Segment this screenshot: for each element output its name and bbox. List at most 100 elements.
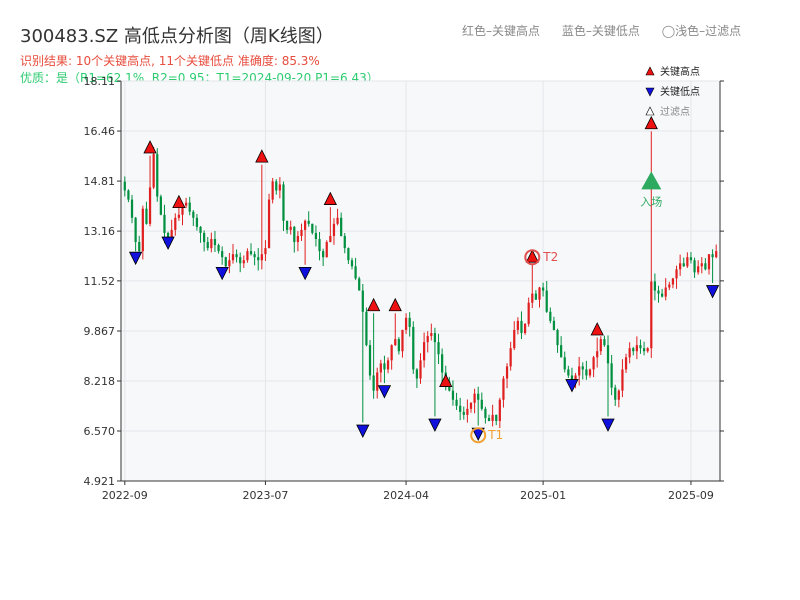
x-tick-label: 2025-01 <box>520 489 566 502</box>
recognition-result-text: 识别结果: 10个关键高点, 11个关键低点 准确度: 85.3% <box>20 54 320 68</box>
candle-body <box>224 257 227 267</box>
candle-body <box>184 202 188 206</box>
candle-body <box>314 232 318 240</box>
candle-body <box>534 293 538 300</box>
candle-body <box>596 351 599 358</box>
candle-body <box>541 287 545 291</box>
candle-body <box>386 360 390 370</box>
candle-body <box>253 254 256 258</box>
candle-body <box>679 263 682 270</box>
candle-body <box>516 320 519 330</box>
legend-low-label: 关键低点 <box>660 85 700 98</box>
candle-body <box>632 348 635 352</box>
y-tick-label: 4.921 <box>84 475 116 488</box>
candle-body <box>127 190 130 200</box>
y-tick-label: 14.81 <box>84 175 116 188</box>
candle-body <box>354 266 357 279</box>
candle-body <box>188 202 191 212</box>
candle-body <box>296 235 300 243</box>
candle-body <box>415 369 419 379</box>
candle-body <box>365 311 368 346</box>
legend-filtered-icon <box>645 106 655 116</box>
key-high-marker <box>323 191 337 205</box>
candle-body <box>675 269 678 279</box>
candle-body <box>477 393 480 400</box>
candle-body <box>322 251 325 258</box>
candle-body <box>174 217 177 230</box>
candle-body <box>394 339 397 346</box>
candle-body <box>592 357 595 370</box>
candle-body <box>257 257 260 261</box>
candle-body <box>693 260 696 273</box>
candle-body <box>210 239 213 249</box>
candle-body <box>567 369 570 376</box>
candle-body <box>242 260 245 264</box>
candle-body <box>148 187 152 224</box>
candle-body <box>664 287 667 297</box>
candle-body <box>700 263 703 267</box>
candle-body <box>585 369 588 376</box>
y-tick-label: 6.570 <box>84 425 116 438</box>
candle-body <box>311 223 314 233</box>
key-high-marker <box>143 140 157 154</box>
x-tick-label: 2024-04 <box>383 489 429 502</box>
y-tick-label: 8.218 <box>84 375 116 388</box>
key-low-marker <box>601 418 615 432</box>
key-high-marker <box>172 194 186 209</box>
candle-body <box>660 293 664 297</box>
key-low-marker <box>428 418 442 432</box>
candle-body <box>527 302 530 324</box>
candle-body <box>361 290 364 312</box>
legend-low-icon <box>645 87 655 97</box>
candle-body <box>538 287 541 300</box>
candle-body <box>130 199 134 218</box>
candle-body <box>156 154 159 197</box>
candle-body <box>621 369 624 391</box>
candle-body <box>715 251 718 258</box>
candle-body <box>462 411 465 415</box>
candle-body <box>159 196 162 215</box>
y-tick-label: 18.11 <box>84 75 116 88</box>
candle-body <box>513 329 516 349</box>
candle-body <box>422 342 426 361</box>
candle-body <box>686 257 689 267</box>
candle-body <box>145 208 148 224</box>
candle-body <box>570 375 574 382</box>
candle-body <box>599 339 602 352</box>
t2-ring <box>524 249 541 266</box>
candle-body <box>300 229 303 236</box>
candle-body <box>552 320 556 330</box>
legend-filtered-label: 过滤点 <box>660 105 690 118</box>
candle-body <box>343 235 346 249</box>
key-high-marker <box>255 149 269 163</box>
candle-body <box>267 199 271 249</box>
candle-body <box>318 239 321 252</box>
candle-body <box>303 220 307 230</box>
candle-body <box>278 184 281 191</box>
candle-body <box>401 329 404 352</box>
key-high-marker <box>525 249 539 263</box>
t1-ring <box>470 427 487 444</box>
candle-body <box>379 363 382 373</box>
legend-high-icon <box>645 66 655 76</box>
candle-body <box>563 357 566 370</box>
key-point-markers: T1 T2 入场 <box>128 115 720 444</box>
key-low-marker <box>298 266 312 281</box>
candle-body <box>390 345 393 361</box>
candle-body <box>441 354 444 373</box>
candle-body <box>199 226 202 233</box>
key-low-marker <box>128 251 143 266</box>
candle-body <box>455 399 458 406</box>
candle-body <box>275 181 278 191</box>
candle-body <box>495 414 498 421</box>
axes: 4.921 6.570 8.218 9.867 11.52 13.16 14.81 16.46… <box>84 75 724 502</box>
candle-body <box>646 348 649 352</box>
candle-body <box>282 184 285 221</box>
candle-body <box>549 311 552 321</box>
candle-body <box>480 399 483 409</box>
candle-body <box>177 214 181 218</box>
candle-body <box>430 333 433 337</box>
candle-body <box>650 281 653 349</box>
